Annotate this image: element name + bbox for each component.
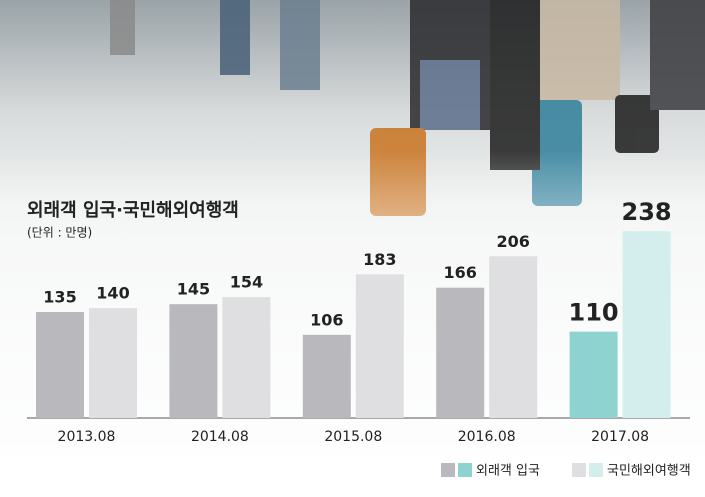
legend-swatch bbox=[589, 463, 603, 477]
legend-label: 국민해외여행객 bbox=[607, 463, 691, 479]
bar bbox=[355, 274, 404, 418]
value-label: 183 bbox=[363, 250, 396, 269]
value-label: 154 bbox=[230, 273, 263, 292]
bar bbox=[622, 231, 671, 418]
value-label: 135 bbox=[43, 288, 76, 307]
bar bbox=[302, 334, 351, 418]
value-label: 206 bbox=[496, 232, 529, 251]
x-tick-label: 2015.08 bbox=[324, 429, 382, 445]
legend-panel bbox=[0, 455, 705, 497]
value-label: 140 bbox=[96, 284, 129, 303]
chart-title: 외래객 입국·국민해외여행객 bbox=[27, 199, 239, 221]
bar bbox=[169, 304, 218, 418]
bar bbox=[436, 287, 485, 418]
value-label: 106 bbox=[310, 310, 343, 329]
chart-subtitle: (단위 : 만명) bbox=[27, 226, 92, 240]
x-tick-label: 2016.08 bbox=[458, 429, 516, 445]
legend-label: 외래객 입국 bbox=[476, 464, 540, 479]
legend-swatch bbox=[441, 463, 455, 477]
value-label: 110 bbox=[569, 299, 619, 327]
bar bbox=[222, 297, 271, 418]
bar bbox=[36, 312, 84, 418]
legend-swatch bbox=[572, 463, 586, 477]
value-label: 238 bbox=[622, 198, 672, 226]
x-tick-label: 2017.08 bbox=[591, 429, 649, 445]
value-label: 145 bbox=[177, 280, 210, 299]
bar bbox=[489, 256, 538, 418]
value-label: 166 bbox=[443, 263, 476, 282]
bar bbox=[89, 308, 137, 418]
bar bbox=[569, 331, 618, 418]
legend-swatch bbox=[458, 463, 472, 477]
x-tick-label: 2013.08 bbox=[58, 429, 116, 445]
x-tick-label: 2014.08 bbox=[191, 429, 249, 445]
